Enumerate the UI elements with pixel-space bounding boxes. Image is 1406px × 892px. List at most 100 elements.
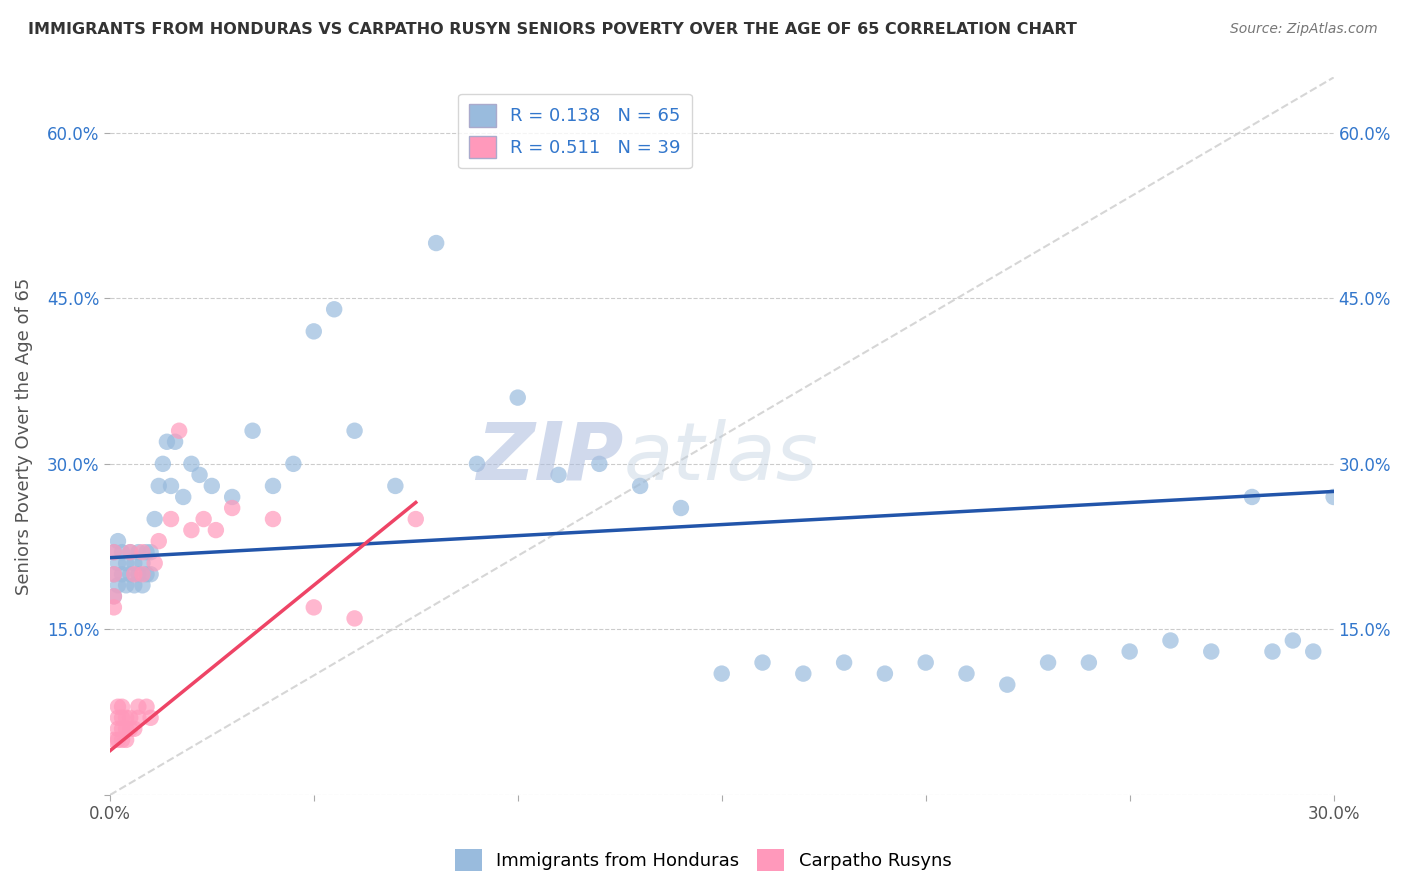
- Point: [127, 699, 149, 714]
- Point: [143, 512, 166, 526]
- Point: [131, 556, 153, 570]
- Point: [156, 434, 179, 449]
- Point: [135, 699, 157, 714]
- Point: [148, 479, 170, 493]
- Point: [103, 600, 125, 615]
- Point: [111, 732, 134, 747]
- Point: [832, 656, 855, 670]
- Point: [221, 501, 243, 516]
- Point: [115, 711, 138, 725]
- Point: [283, 457, 305, 471]
- Point: [103, 732, 125, 747]
- Point: [1118, 644, 1140, 658]
- Point: [588, 457, 610, 471]
- Text: Source: ZipAtlas.com: Source: ZipAtlas.com: [1230, 22, 1378, 37]
- Point: [103, 590, 125, 604]
- Point: [343, 424, 366, 438]
- Point: [111, 545, 134, 559]
- Point: [262, 479, 284, 493]
- Point: [193, 512, 215, 526]
- Y-axis label: Seniors Poverty Over the Age of 65: Seniors Poverty Over the Age of 65: [15, 277, 32, 595]
- Point: [124, 567, 146, 582]
- Point: [1241, 490, 1264, 504]
- Point: [172, 490, 194, 504]
- Point: [107, 699, 129, 714]
- Point: [995, 678, 1018, 692]
- Point: [131, 567, 153, 582]
- Point: [751, 656, 773, 670]
- Point: [180, 457, 202, 471]
- Point: [792, 666, 814, 681]
- Point: [710, 666, 733, 681]
- Point: [188, 467, 211, 482]
- Point: [384, 479, 406, 493]
- Point: [160, 479, 183, 493]
- Point: [120, 567, 142, 582]
- Text: ZIP: ZIP: [477, 418, 624, 497]
- Point: [205, 523, 228, 537]
- Point: [323, 302, 346, 317]
- Point: [1077, 656, 1099, 670]
- Point: [107, 534, 129, 549]
- Point: [165, 434, 187, 449]
- Point: [343, 611, 366, 625]
- Point: [242, 424, 264, 438]
- Point: [914, 656, 936, 670]
- Point: [302, 600, 325, 615]
- Point: [221, 490, 243, 504]
- Point: [103, 567, 125, 582]
- Point: [152, 457, 174, 471]
- Point: [127, 545, 149, 559]
- Point: [120, 722, 142, 736]
- Point: [143, 556, 166, 570]
- Point: [111, 711, 134, 725]
- Point: [1199, 644, 1222, 658]
- Point: [262, 512, 284, 526]
- Point: [115, 722, 138, 736]
- Point: [107, 556, 129, 570]
- Point: [124, 556, 146, 570]
- Point: [148, 534, 170, 549]
- Point: [111, 722, 134, 736]
- Point: [1159, 633, 1181, 648]
- Point: [139, 567, 162, 582]
- Point: [131, 545, 153, 559]
- Point: [873, 666, 896, 681]
- Point: [167, 424, 190, 438]
- Point: [547, 467, 569, 482]
- Point: [669, 501, 692, 516]
- Point: [160, 512, 183, 526]
- Point: [103, 545, 125, 559]
- Point: [302, 324, 325, 338]
- Point: [1036, 656, 1059, 670]
- Point: [115, 732, 138, 747]
- Legend: R = 0.138   N = 65, R = 0.511   N = 39: R = 0.138 N = 65, R = 0.511 N = 39: [458, 94, 692, 169]
- Point: [120, 545, 142, 559]
- Point: [120, 545, 142, 559]
- Point: [107, 578, 129, 592]
- Point: [103, 567, 125, 582]
- Point: [124, 578, 146, 592]
- Point: [111, 567, 134, 582]
- Point: [1282, 633, 1305, 648]
- Point: [107, 722, 129, 736]
- Point: [955, 666, 977, 681]
- Point: [115, 556, 138, 570]
- Point: [111, 699, 134, 714]
- Point: [124, 722, 146, 736]
- Point: [131, 578, 153, 592]
- Point: [139, 545, 162, 559]
- Point: [115, 578, 138, 592]
- Text: atlas: atlas: [624, 418, 818, 497]
- Point: [135, 545, 157, 559]
- Point: [506, 391, 529, 405]
- Point: [135, 567, 157, 582]
- Point: [139, 711, 162, 725]
- Point: [120, 711, 142, 725]
- Point: [1261, 644, 1284, 658]
- Point: [180, 523, 202, 537]
- Legend: Immigrants from Honduras, Carpatho Rusyns: Immigrants from Honduras, Carpatho Rusyn…: [447, 842, 959, 879]
- Point: [127, 711, 149, 725]
- Point: [425, 235, 447, 250]
- Point: [127, 567, 149, 582]
